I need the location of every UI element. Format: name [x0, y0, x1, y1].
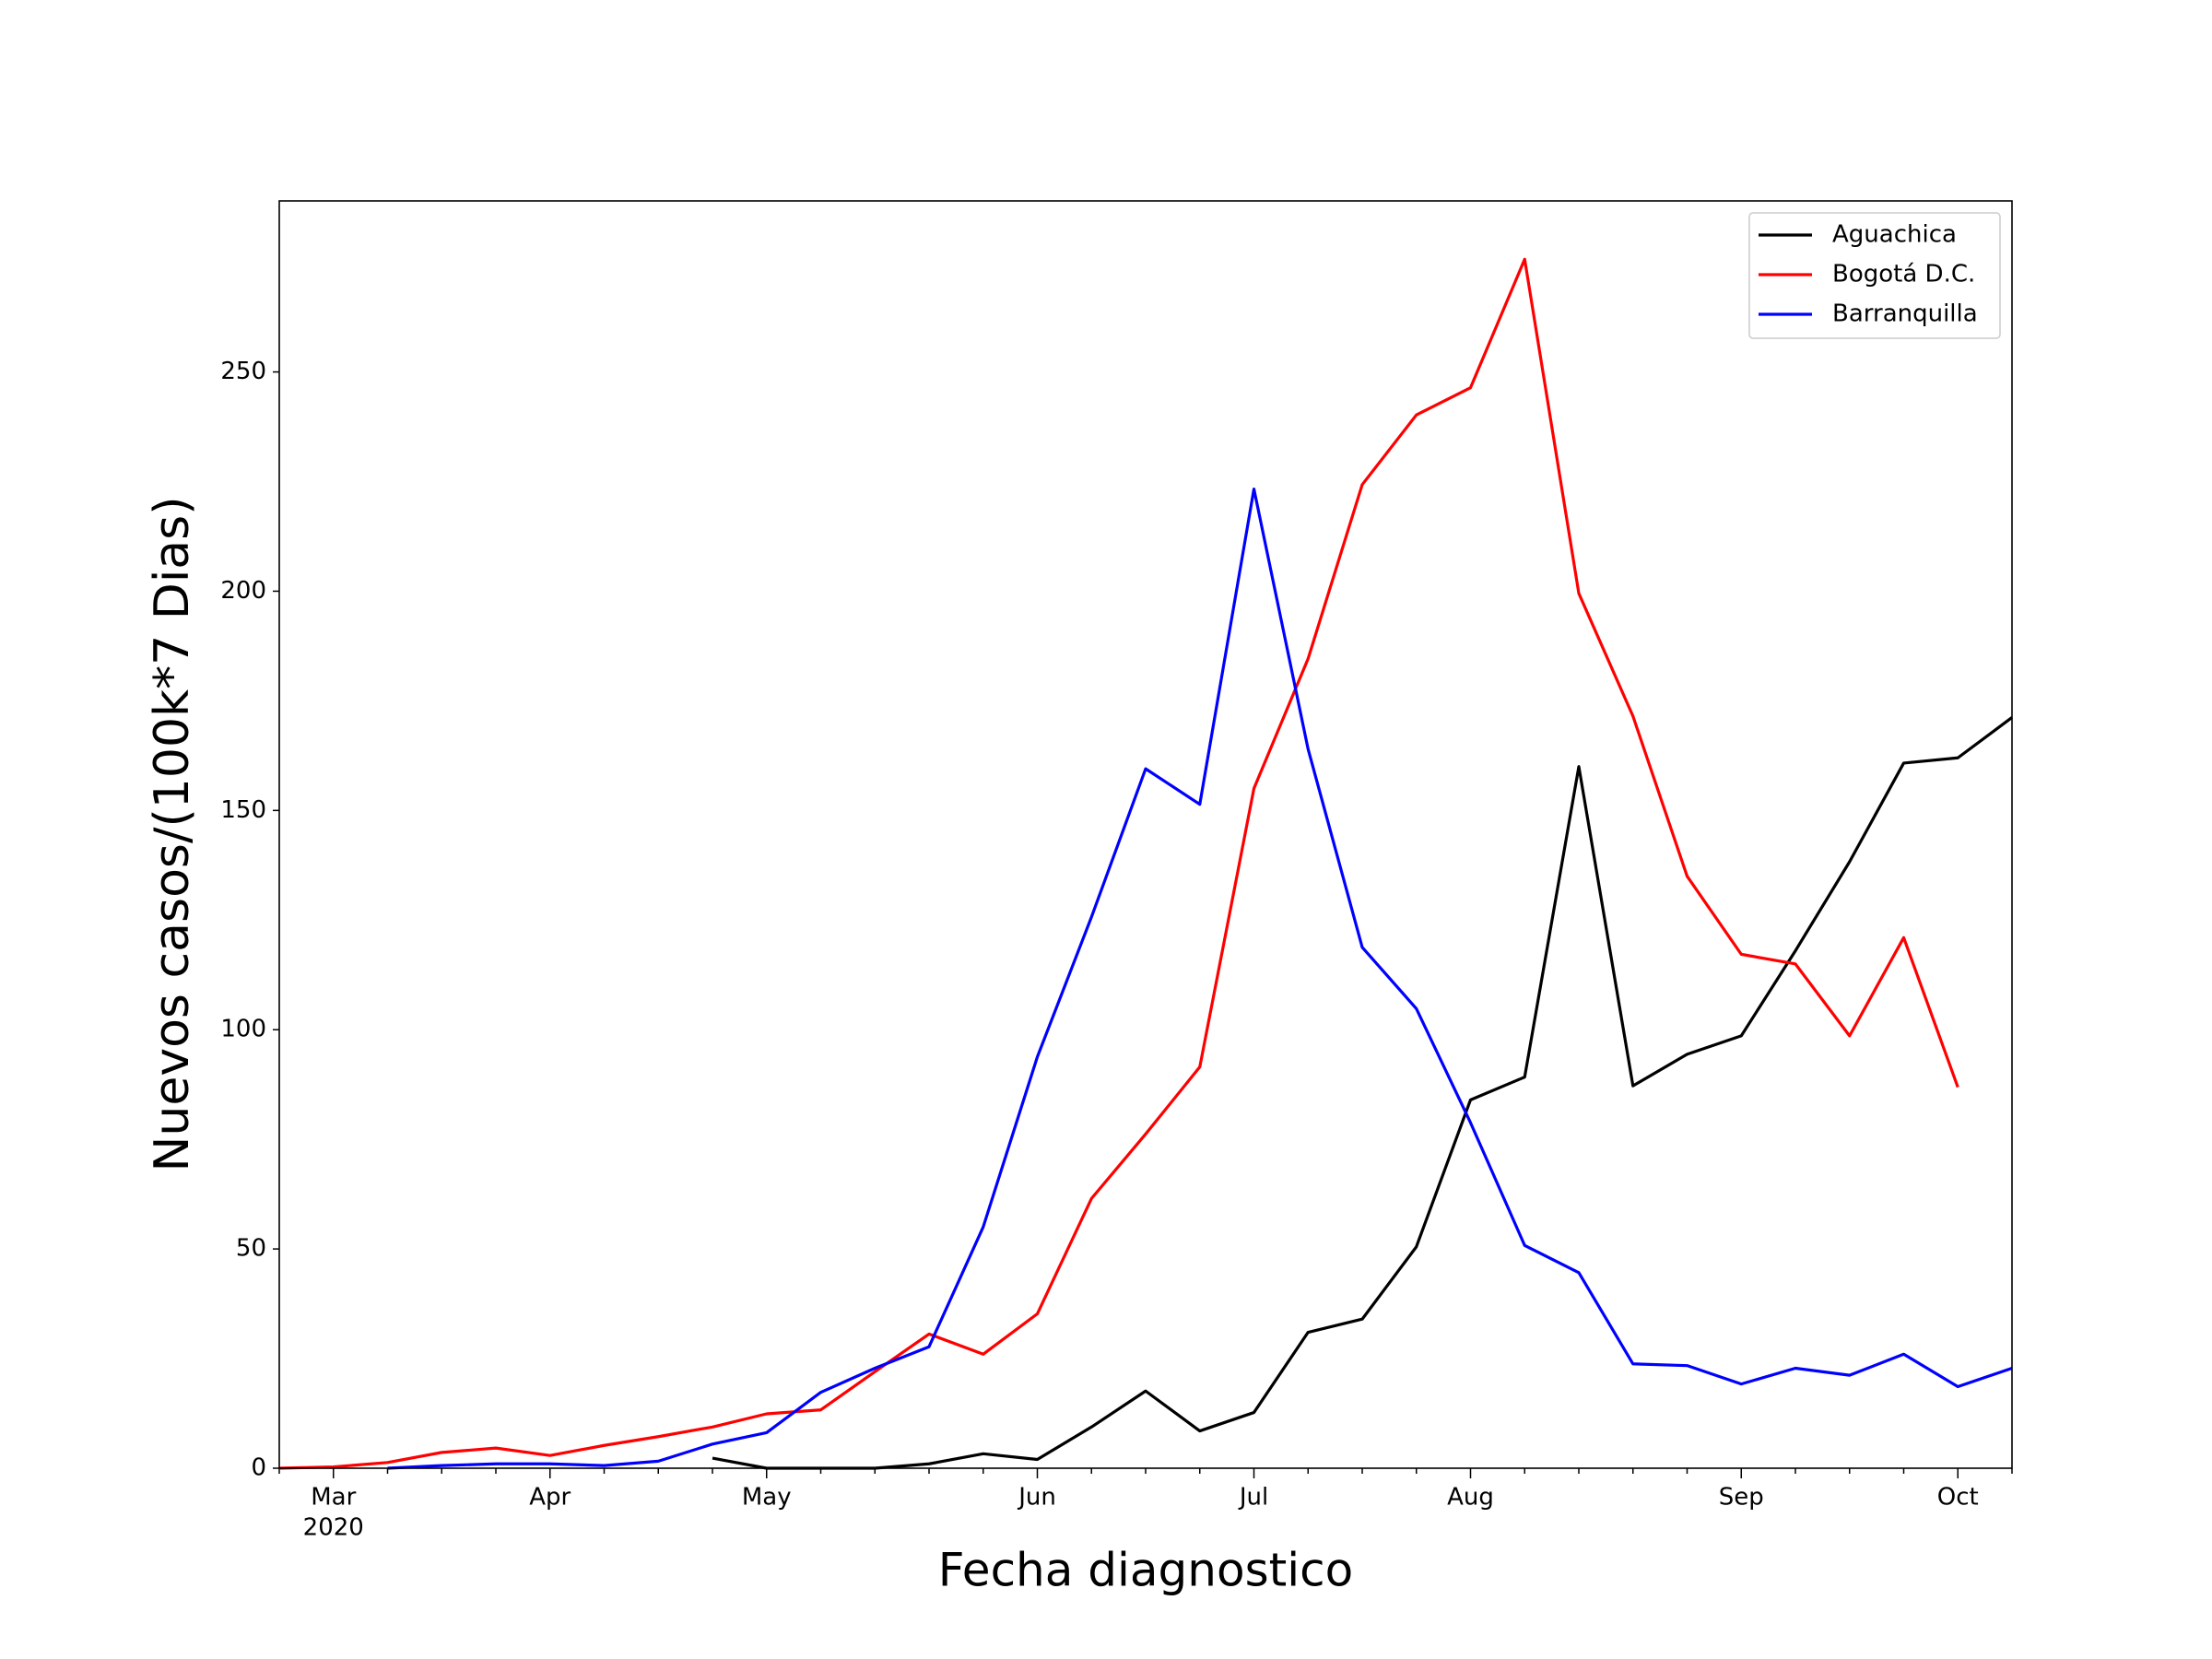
legend-label: Bogotá D.C. [1832, 261, 1975, 288]
y-tick-label: 150 [220, 796, 266, 824]
y-tick-label: 50 [236, 1235, 266, 1263]
plot-frame [278, 200, 2013, 1469]
legend-label: Aguachica [1832, 221, 1957, 249]
x-tick-label: Jun [1017, 1484, 1056, 1512]
x-tick-label: Aug [1447, 1484, 1494, 1512]
line-series [278, 257, 1959, 1470]
x-tick-label: May [742, 1484, 792, 1512]
line-series [712, 716, 2013, 1470]
y-tick-label: 0 [251, 1454, 266, 1482]
x-tick-label: Sep [1719, 1484, 1764, 1512]
x-year-label: 2020 [303, 1514, 364, 1542]
y-tick-label: 100 [220, 1016, 266, 1043]
legend-box [1748, 212, 2001, 339]
y-tick-label: 200 [220, 577, 266, 605]
x-tick-label: Mar [311, 1484, 356, 1512]
line-series [387, 487, 2013, 1470]
y-tick-label: 250 [220, 358, 266, 385]
x-tick-label: Apr [529, 1484, 571, 1512]
x-tick-label: Jul [1238, 1484, 1268, 1512]
x-tick-label: Oct [1937, 1484, 1979, 1512]
legend-label: Barranquilla [1832, 300, 1978, 328]
y-axis-label: Nuevos casos/(100k*7 Dias) [145, 496, 200, 1171]
x-axis-label: Fecha diagnostico [938, 1544, 1353, 1597]
